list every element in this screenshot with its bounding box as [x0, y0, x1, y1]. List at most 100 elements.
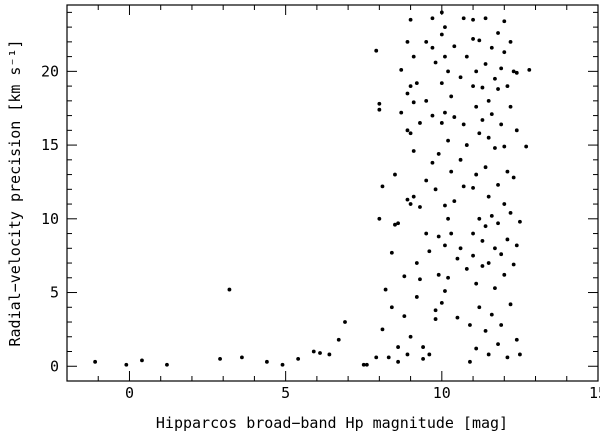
data-point	[471, 253, 475, 258]
data-point	[408, 334, 413, 339]
data-point	[430, 16, 435, 21]
data-point	[468, 359, 472, 364]
data-point	[343, 320, 347, 324]
data-point	[411, 100, 416, 105]
data-point	[439, 81, 444, 86]
data-point	[449, 169, 454, 174]
data-point	[502, 50, 507, 55]
data-point	[452, 44, 457, 49]
data-point	[452, 199, 457, 204]
data-point	[414, 261, 419, 265]
data-point	[480, 118, 485, 122]
data-point	[405, 128, 410, 133]
data-point	[405, 352, 410, 357]
data-point	[439, 300, 444, 305]
x-tick-label: 5	[281, 384, 290, 402]
data-point	[436, 272, 441, 277]
data-point	[443, 203, 447, 208]
data-point	[502, 272, 507, 277]
data-point	[480, 239, 485, 243]
data-point	[496, 221, 500, 226]
data-point	[471, 84, 475, 88]
data-point	[493, 76, 497, 81]
data-point	[477, 216, 482, 221]
data-point	[408, 131, 413, 136]
data-point	[455, 315, 460, 320]
data-point	[421, 345, 425, 349]
data-point	[464, 143, 469, 147]
data-point	[524, 144, 529, 149]
data-point	[414, 81, 419, 86]
data-point	[480, 85, 485, 90]
data-point	[430, 113, 435, 118]
data-point	[499, 66, 504, 71]
data-point	[240, 355, 244, 360]
plot-frame	[66, 4, 599, 382]
data-point	[418, 277, 422, 282]
data-point	[502, 202, 507, 206]
data-point	[439, 121, 444, 125]
data-point	[505, 237, 510, 242]
data-point	[336, 337, 341, 342]
data-point	[508, 39, 513, 44]
data-point	[474, 346, 479, 351]
data-point	[446, 216, 450, 221]
data-point	[496, 87, 500, 91]
data-point	[508, 211, 513, 215]
data-point	[421, 356, 425, 361]
data-point	[418, 205, 422, 209]
data-point	[514, 128, 519, 133]
data-point	[464, 54, 469, 59]
data-point	[424, 231, 429, 236]
data-point	[296, 356, 301, 361]
data-point	[446, 69, 450, 74]
data-point	[471, 37, 475, 41]
data-point	[493, 246, 497, 251]
data-point	[402, 314, 407, 319]
data-point	[486, 98, 491, 103]
data-point	[318, 351, 322, 355]
data-point	[477, 305, 482, 310]
data-point	[433, 308, 438, 313]
x-tick-label: 10	[433, 384, 451, 402]
data-point	[424, 98, 429, 103]
data-point	[489, 213, 494, 218]
data-point	[399, 67, 404, 72]
data-point	[386, 355, 391, 360]
data-point	[374, 48, 379, 53]
data-point	[433, 317, 438, 321]
data-point	[505, 84, 510, 88]
data-point	[446, 138, 450, 143]
data-point	[496, 182, 500, 187]
data-point	[474, 172, 479, 177]
data-point	[471, 231, 475, 236]
y-tick-label: 5	[50, 284, 59, 302]
data-point	[458, 246, 463, 251]
data-point	[280, 362, 285, 367]
data-point	[471, 17, 475, 22]
data-point	[374, 355, 379, 360]
y-axis-title: Radial−velocity precision [km s⁻¹]	[6, 39, 24, 346]
x-axis-title: Hipparcos broad−band Hp magnitude [mag]	[156, 414, 508, 432]
data-point	[511, 175, 516, 180]
data-point	[408, 202, 413, 206]
data-point	[402, 274, 407, 279]
data-point	[499, 252, 504, 257]
data-point	[227, 287, 232, 292]
y-tick-label: 20	[41, 62, 59, 80]
data-point	[380, 327, 385, 332]
data-point	[311, 349, 316, 354]
data-point	[427, 352, 432, 357]
data-point	[496, 31, 500, 35]
data-point	[383, 287, 388, 292]
data-point	[483, 328, 488, 333]
data-point	[408, 17, 413, 22]
data-point	[446, 275, 450, 280]
data-point	[443, 243, 447, 248]
data-point	[443, 54, 447, 59]
data-point	[489, 112, 494, 117]
data-point	[430, 45, 435, 50]
data-point	[418, 121, 422, 125]
data-point	[461, 16, 466, 21]
